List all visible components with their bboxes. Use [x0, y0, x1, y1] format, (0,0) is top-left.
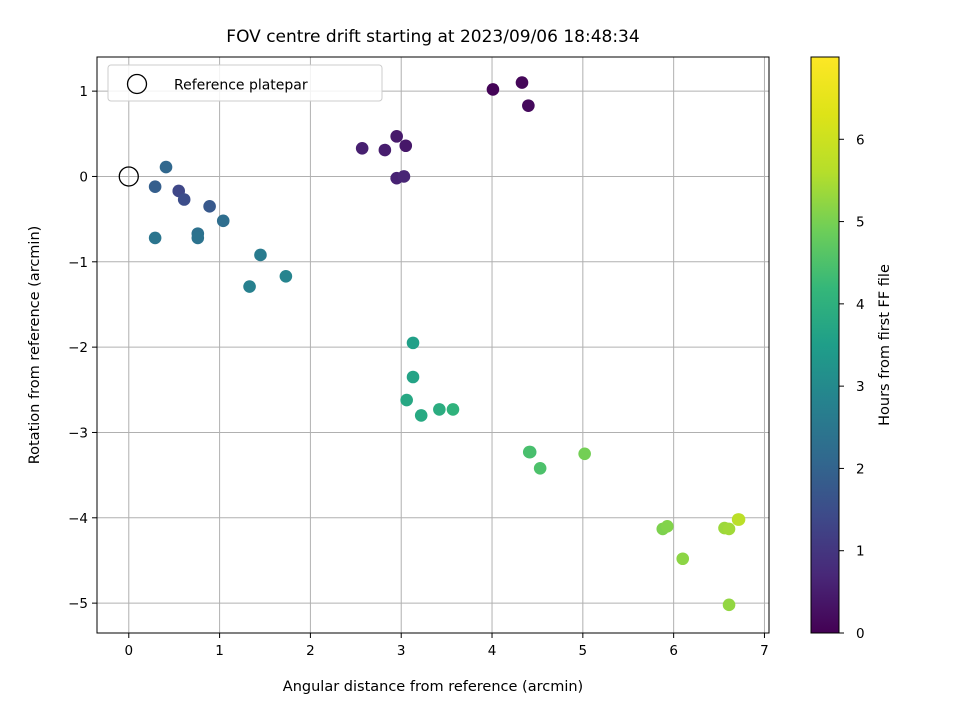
- grid: [97, 57, 769, 633]
- x-tick-label: 5: [579, 643, 588, 659]
- colorbar: 0 1 2 3 4 5 6 Hours from first FF file: [810, 56, 893, 642]
- data-point: [279, 270, 293, 283]
- x-axis-label: Angular distance from reference (arcmin): [283, 679, 583, 695]
- legend: Reference platepar: [107, 64, 383, 102]
- colorbar-ticks: 0 1 2 3 4 5 6: [839, 132, 865, 642]
- data-point: [191, 231, 205, 245]
- chart-title: FOV centre drift starting at 2023/09/06 …: [226, 27, 639, 47]
- data-point: [378, 143, 392, 157]
- data-point: [533, 462, 547, 475]
- data-point: [399, 139, 413, 153]
- data-point: [446, 403, 460, 416]
- data-point: [522, 445, 536, 459]
- x-tick-label: 7: [760, 643, 769, 659]
- data-point: [660, 520, 674, 533]
- data-point: [433, 403, 446, 416]
- x-tick-label: 3: [397, 643, 406, 659]
- data-point: [254, 248, 267, 262]
- y-tick-label: −3: [68, 425, 88, 441]
- plot-frame: [96, 56, 770, 634]
- y-axis-ticks: −5 −4 −3 −2 −1 0 1: [68, 84, 97, 612]
- x-tick-label: 4: [488, 643, 497, 659]
- colorbar-tick-label: 2: [856, 461, 865, 477]
- y-tick-label: −1: [68, 255, 88, 271]
- colorbar-tick-label: 0: [856, 626, 865, 642]
- legend-marker-reference: [126, 73, 148, 95]
- data-point: [177, 193, 191, 206]
- legend-box: [107, 64, 383, 102]
- colorbar-tick-label: 5: [856, 215, 865, 231]
- colorbar-frame: [810, 56, 840, 634]
- data-point: [390, 130, 403, 143]
- y-tick-label: −5: [68, 596, 88, 612]
- data-point: [486, 83, 500, 96]
- y-tick-label: 1: [79, 84, 88, 100]
- data-point: [148, 180, 162, 194]
- colorbar-tick-label: 6: [856, 132, 865, 148]
- reference-platepar-marker: [118, 166, 139, 187]
- data-point: [722, 522, 736, 536]
- legend-label-reference: Reference platepar: [174, 78, 308, 94]
- colorbar-tick-label: 3: [856, 379, 865, 395]
- data-point: [397, 170, 411, 183]
- data-point: [515, 76, 529, 89]
- data-point: [722, 598, 736, 612]
- data-point: [406, 370, 420, 384]
- data-point: [355, 142, 369, 155]
- x-tick-label: 1: [215, 643, 224, 659]
- colorbar-label: Hours from first FF file: [877, 264, 893, 426]
- data-point: [578, 447, 591, 461]
- data-point: [676, 552, 690, 566]
- y-tick-label: −4: [68, 511, 88, 527]
- y-tick-label: 0: [79, 169, 88, 185]
- data-point: [732, 513, 746, 526]
- data-point: [148, 231, 162, 245]
- data-point: [216, 214, 230, 228]
- colorbar-tick-label: 4: [856, 297, 865, 313]
- data-point: [414, 409, 428, 422]
- data-point: [243, 280, 256, 293]
- x-tick-label: 6: [669, 643, 678, 659]
- colorbar-gradient: [811, 57, 839, 633]
- data-points: [148, 76, 746, 612]
- data-point: [203, 200, 216, 213]
- x-axis-ticks: 0 1 2 3 4 5 6 7: [124, 633, 769, 659]
- colorbar-tick-label: 1: [856, 544, 865, 560]
- y-axis-label: Rotation from reference (arcmin): [27, 226, 43, 465]
- data-point: [159, 160, 173, 174]
- x-tick-label: 0: [124, 643, 133, 659]
- y-tick-label: −2: [68, 340, 88, 356]
- data-point: [522, 99, 535, 112]
- data-point: [400, 393, 413, 407]
- data-point: [406, 336, 420, 350]
- x-tick-label: 2: [306, 643, 315, 659]
- reference-marker-layer: [118, 166, 139, 187]
